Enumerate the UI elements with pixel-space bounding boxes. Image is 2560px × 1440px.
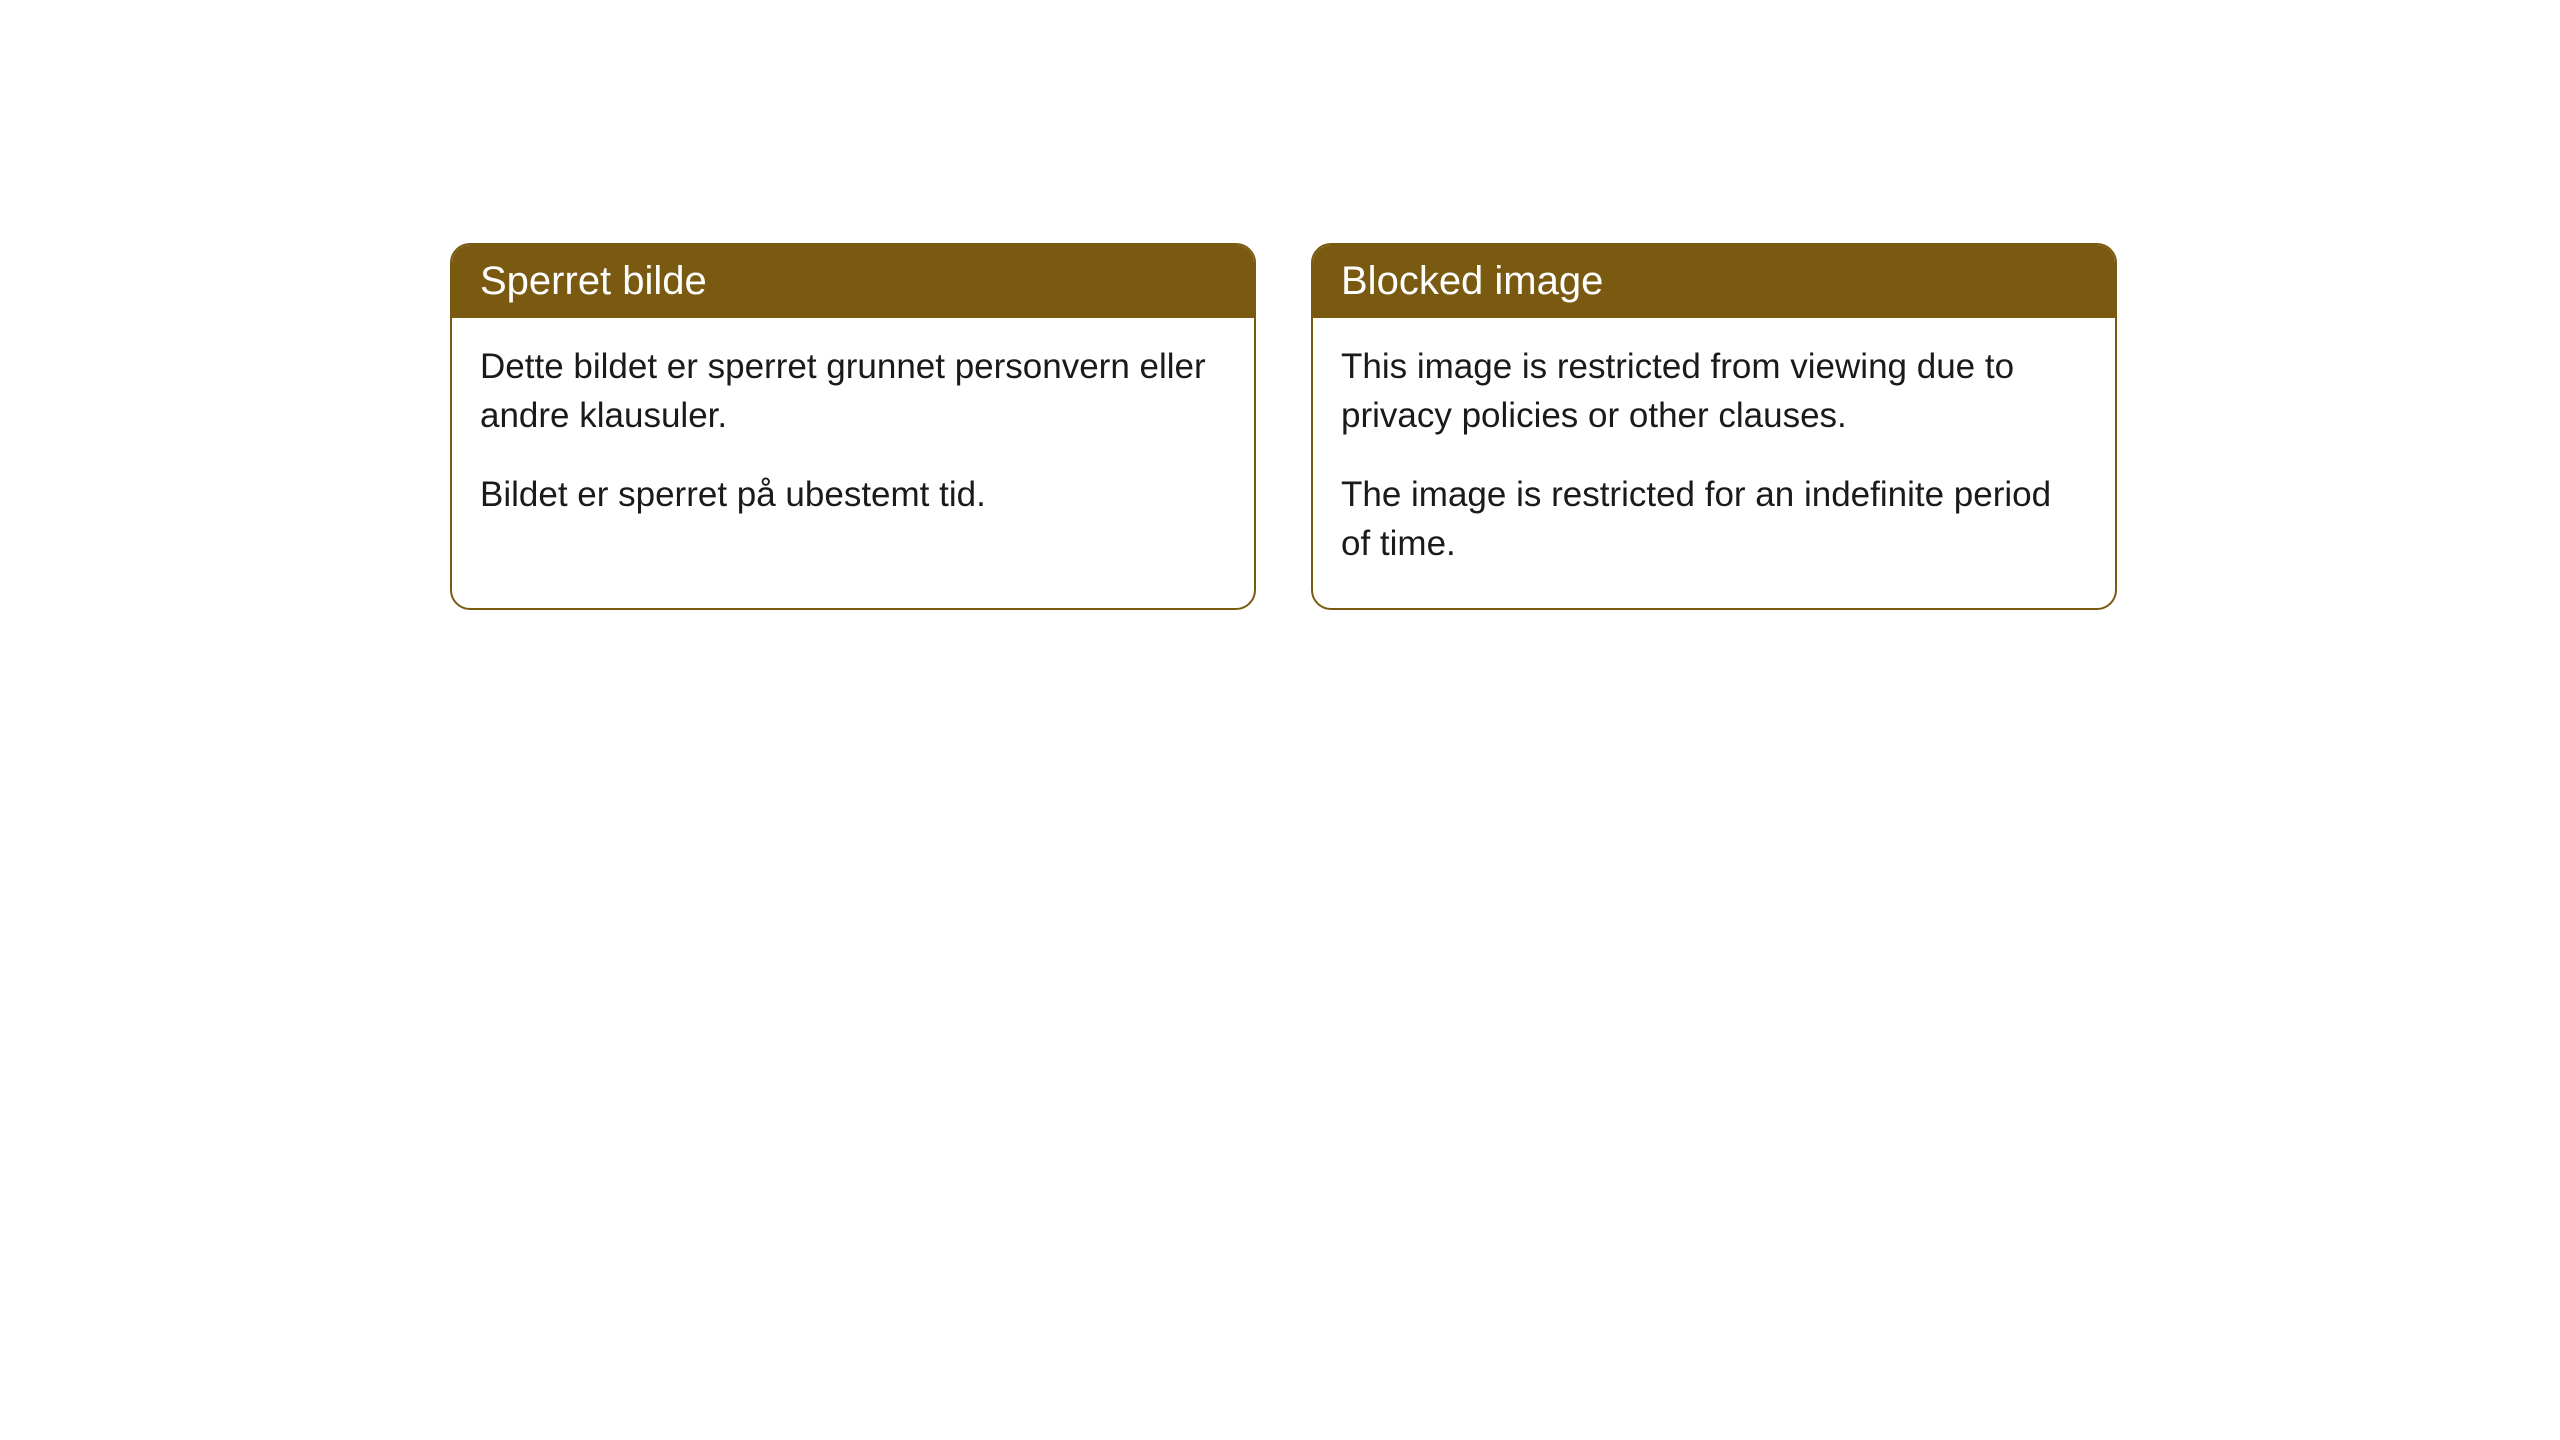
card-body: Dette bildet er sperret grunnet personve…	[452, 318, 1254, 559]
card-header: Sperret bilde	[452, 245, 1254, 318]
card-title: Sperret bilde	[480, 259, 707, 303]
card-body: This image is restricted from viewing du…	[1313, 318, 2115, 608]
card-paragraph: Bildet er sperret på ubestemt tid.	[480, 470, 1226, 519]
notice-card-english: Blocked image This image is restricted f…	[1311, 243, 2117, 610]
card-title: Blocked image	[1341, 259, 1603, 303]
card-header: Blocked image	[1313, 245, 2115, 318]
card-paragraph: The image is restricted for an indefinit…	[1341, 470, 2087, 568]
notice-card-norwegian: Sperret bilde Dette bildet er sperret gr…	[450, 243, 1256, 610]
card-paragraph: Dette bildet er sperret grunnet personve…	[480, 342, 1226, 440]
notice-cards-container: Sperret bilde Dette bildet er sperret gr…	[450, 243, 2117, 610]
card-paragraph: This image is restricted from viewing du…	[1341, 342, 2087, 440]
